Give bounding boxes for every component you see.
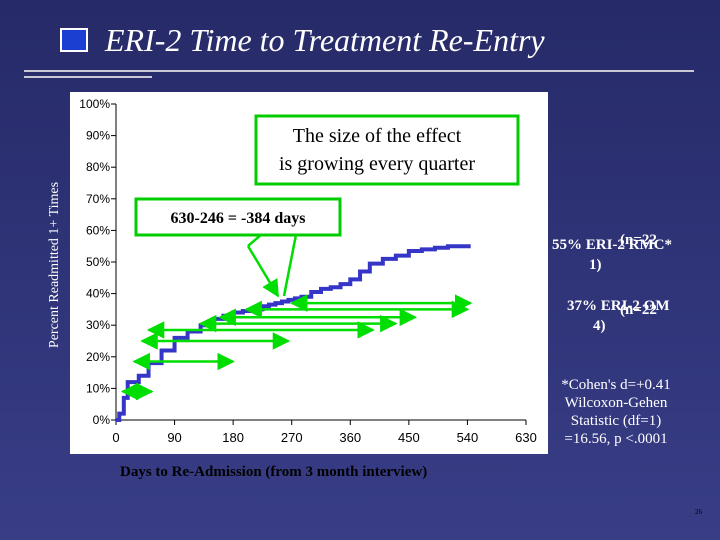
rmc-label-n: (n=22 bbox=[620, 232, 657, 248]
x-tick-label: 270 bbox=[281, 430, 303, 445]
om-label-n: (n=22 bbox=[620, 302, 657, 318]
y-tick-label: 20% bbox=[86, 350, 110, 364]
x-tick-label: 90 bbox=[167, 430, 181, 445]
y-tick-label: 40% bbox=[86, 287, 110, 301]
y-tick-label: 0% bbox=[93, 413, 111, 427]
difference-text: 630-246 = -384 days bbox=[171, 210, 306, 227]
y-tick-label: 80% bbox=[86, 160, 110, 174]
callout-text-line-2: is growing every quarter bbox=[279, 153, 475, 175]
difference-box bbox=[134, 197, 342, 237]
title-bullet-box bbox=[60, 28, 88, 52]
stats-line-2: Wilcoxon-Gehen bbox=[565, 395, 668, 411]
x-tick-label: 630 bbox=[515, 430, 537, 445]
x-tick-label: 540 bbox=[457, 430, 479, 445]
y-tick-label: 90% bbox=[86, 129, 110, 143]
x-tick-label: 450 bbox=[398, 430, 420, 445]
y-tick-label: 60% bbox=[86, 223, 110, 237]
om-label-n-close: 4) bbox=[593, 318, 606, 334]
callout-text-line-1: The size of the effect bbox=[293, 125, 462, 147]
y-tick-label: 10% bbox=[86, 381, 110, 395]
pointer-line-b bbox=[246, 245, 280, 298]
om-label: 37% ERI-2 OM bbox=[567, 298, 670, 314]
title-underline bbox=[24, 70, 694, 72]
stats-line-4: =16.56, p <.0001 bbox=[564, 431, 667, 447]
y-tick-label: 50% bbox=[86, 255, 110, 269]
x-tick-label: 360 bbox=[339, 430, 361, 445]
x-axis-label: Days to Re-Admission (from 3 month inter… bbox=[120, 464, 428, 480]
slide-title: ERI-2 Time to Treatment Re-Entry bbox=[105, 22, 545, 58]
y-tick-label: 100% bbox=[79, 97, 110, 111]
y-tick-label: 70% bbox=[86, 192, 110, 206]
rmc-label: 55% ERI-2 RMC* bbox=[552, 237, 672, 253]
y-tick-label: 30% bbox=[86, 318, 110, 332]
stats-line-3: Statistic (df=1) bbox=[571, 413, 662, 429]
x-tick-label: 0 bbox=[112, 430, 119, 445]
title-underline-short bbox=[24, 76, 152, 78]
page-number: 26 bbox=[695, 508, 702, 516]
rmc-label-n-close: 1) bbox=[589, 257, 602, 273]
stats-line-1: *Cohen's d=+0.41 bbox=[561, 377, 671, 393]
x-tick-label: 180 bbox=[222, 430, 244, 445]
callout-box bbox=[254, 114, 520, 186]
